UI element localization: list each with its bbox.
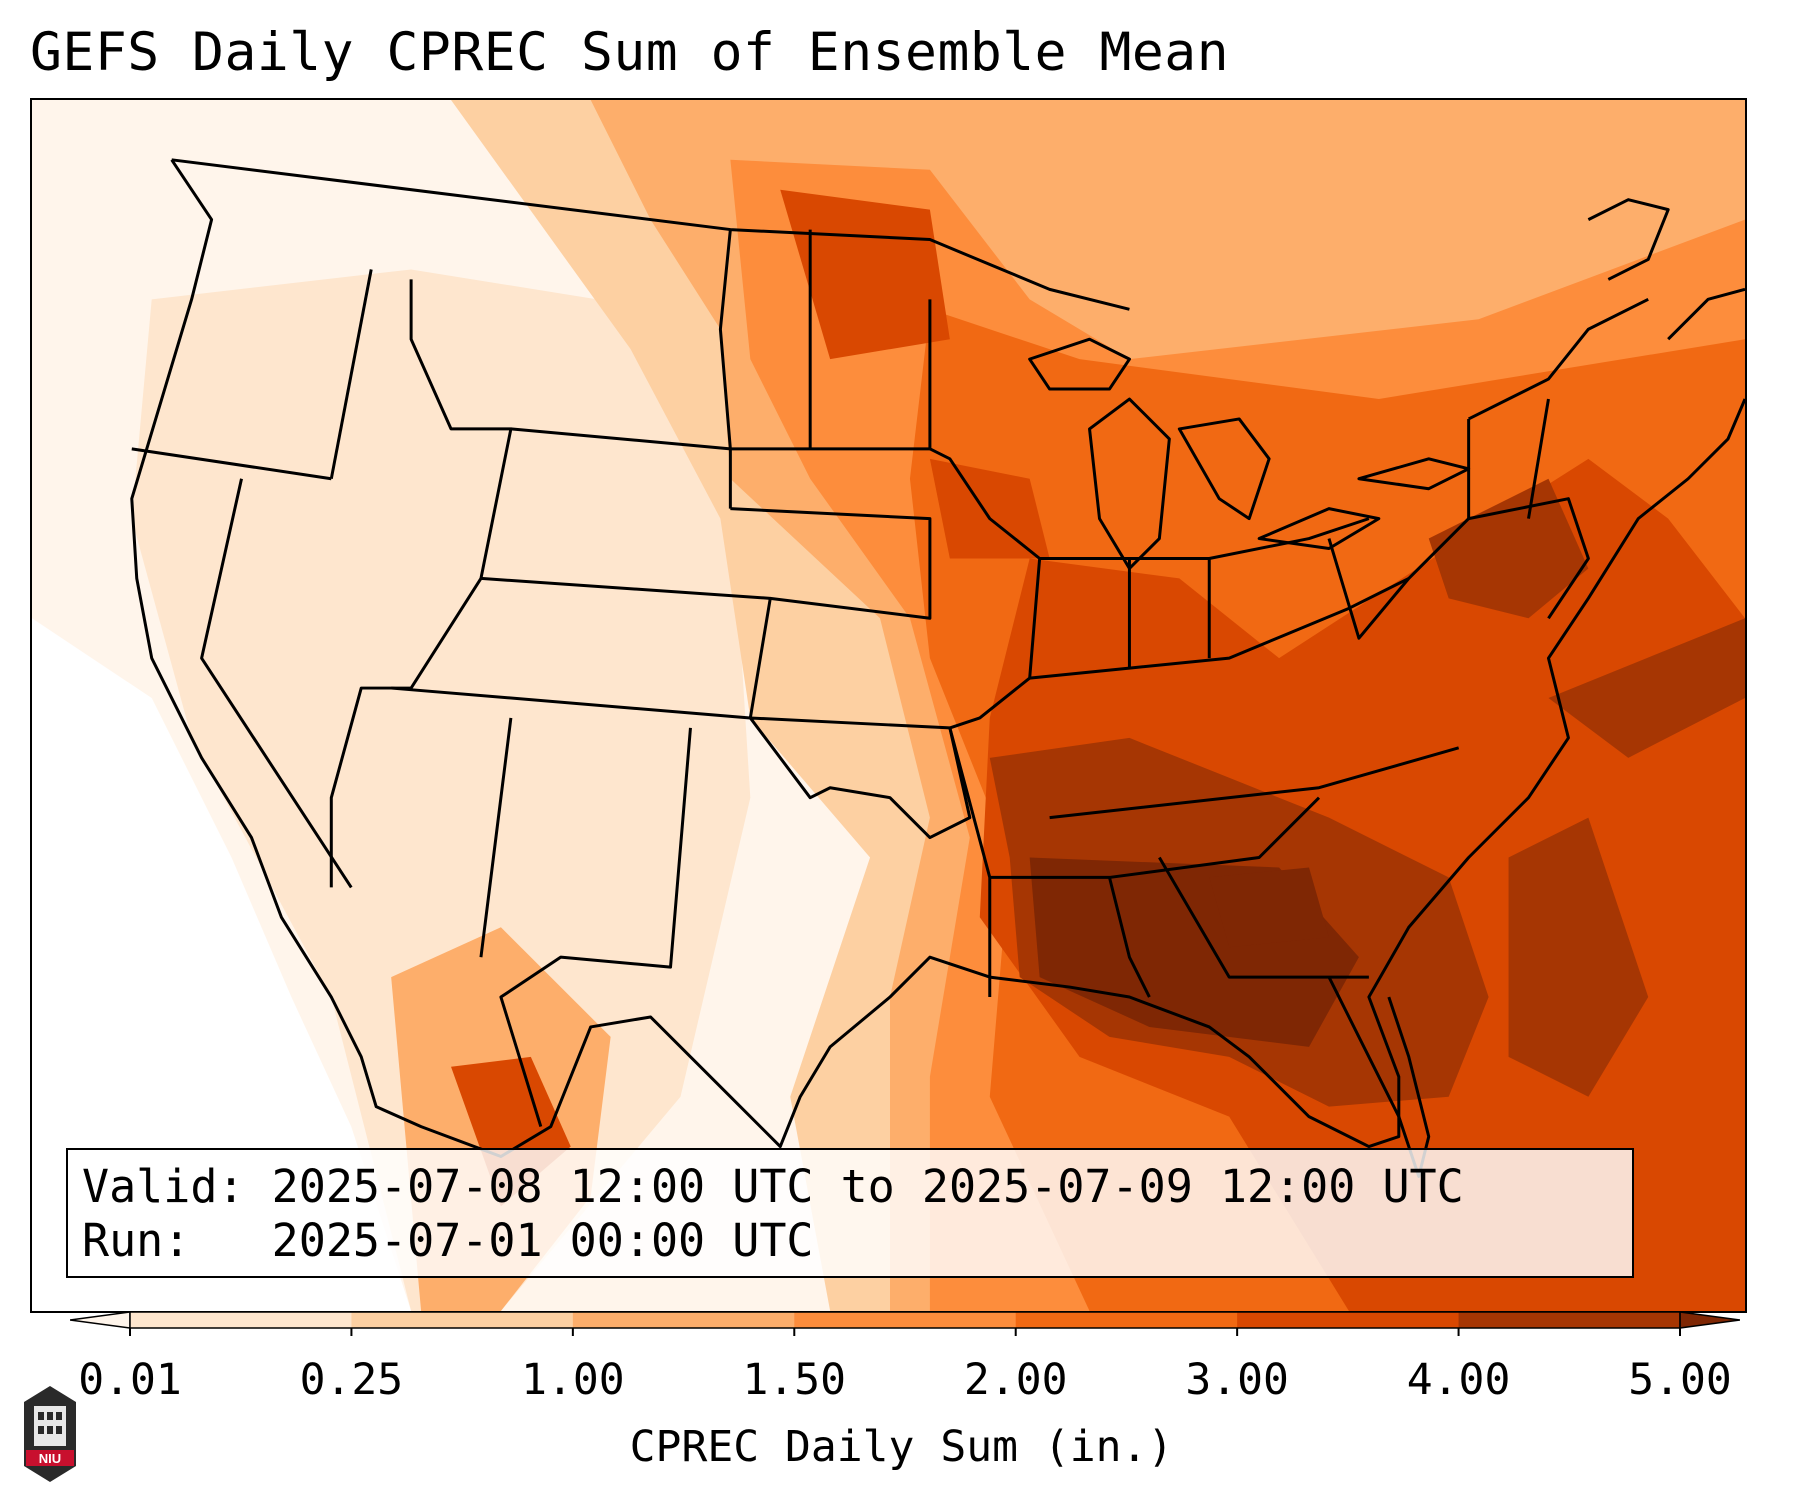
- colorbar-segment: [1458, 1312, 1681, 1328]
- colorbar-label: CPREC Daily Sum (in.): [629, 1422, 1174, 1472]
- valid-label: Valid:: [82, 1160, 245, 1213]
- colorbar-segment: [572, 1312, 795, 1328]
- colorbar-tick-label: 4.00: [1406, 1355, 1511, 1405]
- colorbar-segment: [130, 1312, 352, 1328]
- colorbar-outline: [129, 1311, 1681, 1329]
- colorbar-tick-label: 1.00: [521, 1355, 625, 1405]
- state-boundaries: [130, 158, 1745, 1178]
- colorbar-extend-max: [1679, 1311, 1740, 1329]
- colorbar-segment: [794, 1312, 1017, 1328]
- map-title: GEFS Daily CPREC Sum of Ensemble Mean: [30, 22, 1230, 83]
- colorbar: [70, 1311, 1740, 1336]
- logo-text: NIU: [39, 1451, 61, 1466]
- niu-tower-logo: NIU: [24, 1386, 76, 1482]
- colorbar-tick-label: 5.00: [1628, 1355, 1732, 1405]
- colorbar-segment: [1237, 1312, 1460, 1328]
- colorbar-tick-label: 0.01: [78, 1355, 182, 1405]
- map-panel[interactable]: [30, 98, 1747, 1313]
- colorbar-tick-label: 3.00: [1185, 1355, 1289, 1405]
- precip-field: [32, 100, 1745, 1311]
- colorbar-tick-label: 2.00: [963, 1355, 1068, 1405]
- colorbar-ticks: [129, 1328, 1681, 1336]
- run-time: 2025-07-01 00:00 UTC: [271, 1214, 814, 1267]
- colorbar-segment: [1015, 1312, 1238, 1328]
- precipitation-map: [32, 100, 1745, 1311]
- info-box: Valid: 2025-07-08 12:00 UTC to 2025-07-0…: [66, 1148, 1634, 1278]
- run-label: Run:: [82, 1214, 191, 1267]
- colorbar-segment: [351, 1312, 574, 1328]
- valid-range: 2025-07-08 12:00 UTC to 2025-07-09 12:00…: [271, 1160, 1464, 1213]
- colorbar-tick-label: 0.25: [299, 1355, 404, 1405]
- colorbar-tick-label: 1.50: [742, 1355, 847, 1405]
- colorbar-segments: [70, 1311, 1740, 1329]
- colorbar-extend-min: [70, 1311, 131, 1329]
